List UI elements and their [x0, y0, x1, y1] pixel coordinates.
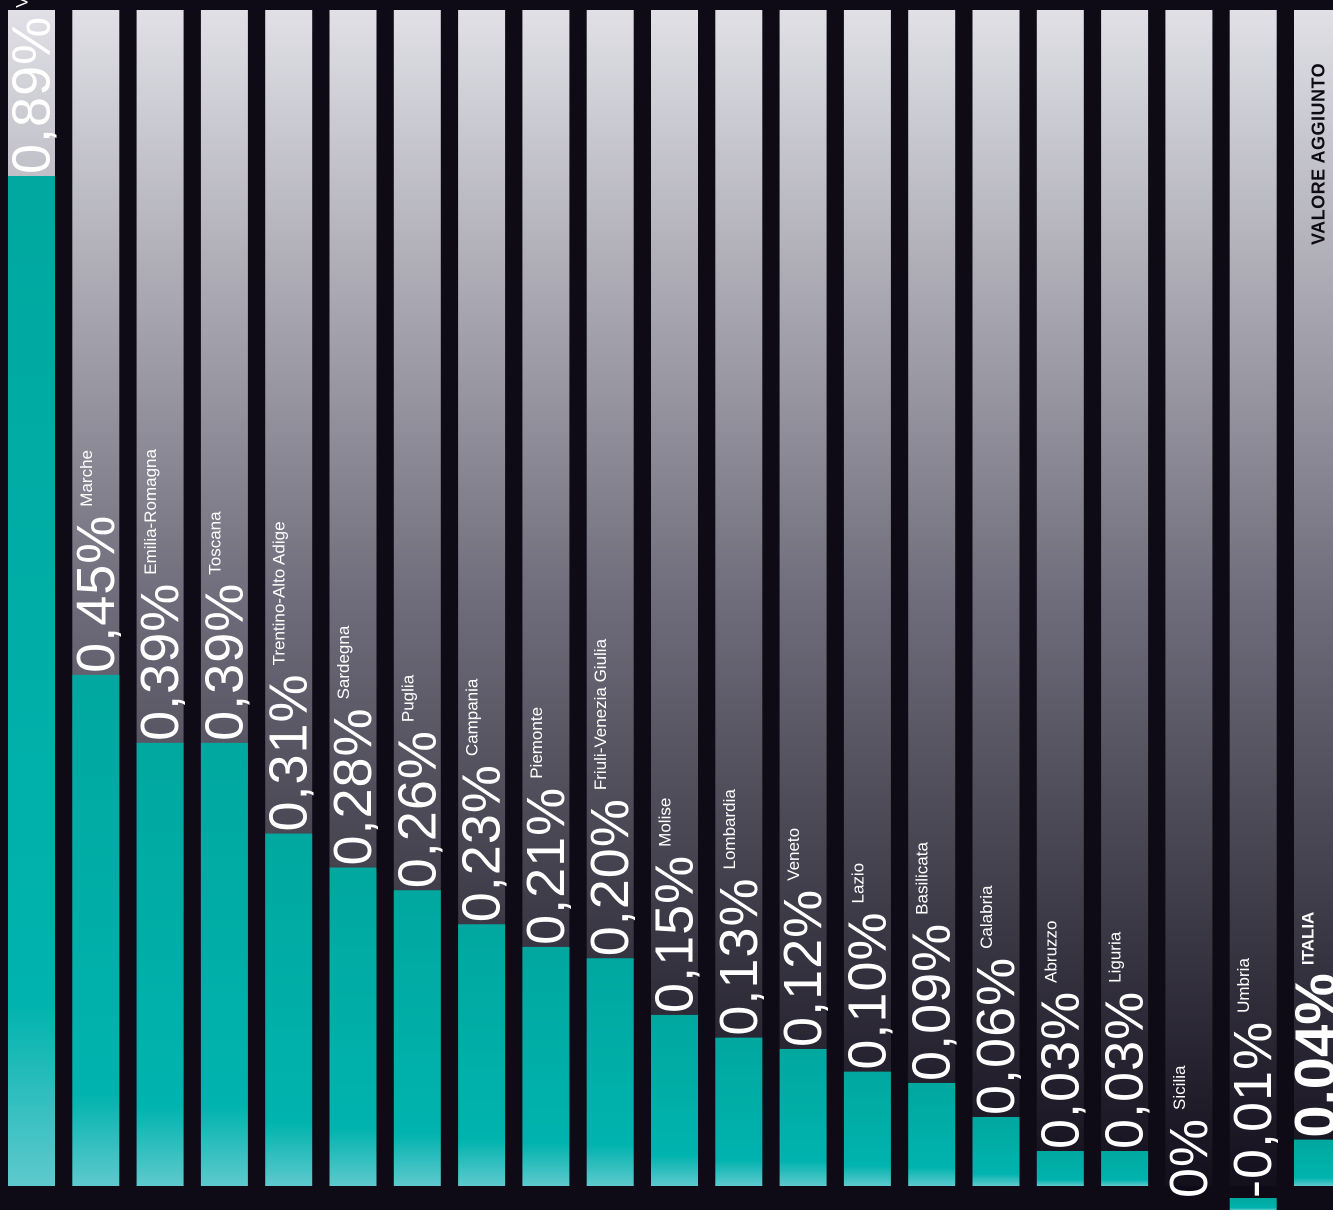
value-label: 0,10%	[837, 912, 897, 1070]
bar-1	[72, 674, 120, 1186]
bar-10	[651, 1014, 698, 1186]
bar-label-10: 0,15% Molise	[645, 798, 705, 1013]
bar-label-20: 0,04% ITALIA	[1284, 912, 1333, 1138]
bar-label-8: 0,21% Piemonte	[516, 707, 576, 945]
category-label: Marche	[77, 450, 96, 507]
bar-12	[779, 1048, 827, 1186]
bar-label-18: 0% Sicilia	[1159, 1065, 1219, 1198]
value-label: 0,21%	[516, 787, 576, 945]
value-label: 0,06%	[966, 957, 1026, 1115]
bar-label-4: 0,31% Trentino-Alto Adige	[259, 521, 319, 831]
bar-label-3: 0,39% Toscana	[194, 511, 254, 741]
bar-label-19: -0,01% Umbria	[1223, 958, 1283, 1198]
category-label: Calabria	[977, 885, 996, 949]
category-label: Emilia-Romagna	[141, 449, 160, 575]
category-label: Sicilia	[1170, 1065, 1189, 1110]
bar-13	[843, 1071, 891, 1186]
bar-label-5: 0,28% Sardegna	[323, 625, 383, 865]
category-label: Molise	[656, 798, 675, 847]
category-label: Sardegna	[334, 625, 353, 699]
bar-14	[908, 1082, 956, 1186]
bar-9	[586, 958, 634, 1186]
category-label: ITALIA	[1299, 912, 1318, 966]
value-label: 0,03%	[1030, 991, 1090, 1149]
category-label: Piemonte	[527, 707, 546, 779]
bar-track	[843, 10, 891, 1186]
bar-track	[1294, 10, 1333, 1186]
category-label: Abruzzo	[1041, 920, 1060, 982]
bar-label-11: 0,13% Lombardia	[709, 789, 769, 1036]
value-label: 0,03%	[1095, 991, 1155, 1149]
category-label: Campania	[463, 678, 482, 756]
bar-11	[715, 1037, 763, 1186]
category-label: Umbria	[1234, 958, 1253, 1013]
value-label: 0,31%	[259, 673, 319, 831]
category-label: Toscana	[205, 511, 224, 575]
value-label: 0,39%	[194, 583, 254, 741]
bar-7	[458, 924, 506, 1186]
category-label: Veneto	[784, 828, 803, 881]
value-label: 0,04%	[1284, 973, 1333, 1137]
bar-label-14: 0,09% Basilicata	[902, 842, 962, 1081]
category-label: Lazio	[848, 863, 867, 904]
value-label: 0,26%	[387, 730, 447, 888]
bar-6	[393, 890, 441, 1186]
bar-label-9: 0,20% Friuli-Venezia Giulia	[580, 638, 640, 956]
bar-2	[136, 742, 184, 1186]
bar-label-13: 0,10% Lazio	[837, 863, 897, 1070]
value-label: 0,09%	[902, 923, 962, 1081]
value-label: 0,28%	[323, 707, 383, 865]
bar-track	[1165, 10, 1213, 1186]
bar-label-0: 0,89% Valle d'Aosta	[2, 0, 62, 174]
value-label: 0,20%	[580, 798, 640, 956]
category-label: Valle d'Aosta	[13, 0, 32, 8]
category-label: Lombardia	[720, 789, 739, 870]
value-label: -0,01%	[1223, 1021, 1283, 1198]
value-label: 0,45%	[66, 515, 126, 673]
bar-5	[329, 867, 377, 1186]
bar-track	[972, 10, 1020, 1186]
category-label: Liguria	[1106, 931, 1125, 983]
category-label: Puglia	[398, 674, 417, 722]
bar-8	[522, 946, 570, 1186]
bar-track	[1036, 10, 1084, 1186]
bar-track	[1229, 10, 1277, 1186]
value-label: 0,12%	[773, 889, 833, 1047]
bar-label-17: 0,03% Liguria	[1095, 931, 1155, 1149]
value-label: 0,39%	[130, 583, 190, 741]
bar-label-12: 0,12% Veneto	[773, 828, 833, 1047]
value-label: 0%	[1159, 1118, 1219, 1198]
bar-17	[1101, 1150, 1149, 1186]
bar-track	[779, 10, 827, 1186]
bar-label-7: 0,23% Campania	[452, 678, 512, 922]
bar-track	[715, 10, 763, 1186]
value-label: 0,89%	[2, 16, 62, 174]
bar-track	[908, 10, 956, 1186]
category-label: Trentino-Alto Adige	[270, 521, 289, 665]
value-label: 0,23%	[452, 764, 512, 922]
bar-20	[1294, 1139, 1333, 1186]
bar-track	[1101, 10, 1149, 1186]
bar-0	[8, 176, 55, 1186]
bar-label-16: 0,03% Abruzzo	[1030, 920, 1090, 1149]
bar-16	[1036, 1150, 1084, 1186]
bar-19	[1229, 1198, 1277, 1210]
value-label: 0,13%	[709, 877, 769, 1035]
bar-4	[265, 833, 313, 1186]
chart-title: VALORE AGGIUNTO	[1309, 63, 1329, 245]
value-label: 0,15%	[645, 855, 705, 1013]
bar-3	[200, 742, 248, 1186]
bar-track	[651, 10, 698, 1186]
bar-label-15: 0,06% Calabria	[966, 885, 1026, 1115]
bar-label-2: 0,39% Emilia-Romagna	[130, 449, 190, 741]
bar-label-6: 0,26% Puglia	[387, 674, 447, 888]
bar-label-1: 0,45% Marche	[66, 450, 126, 673]
bar-15	[972, 1116, 1020, 1186]
category-label: Basilicata	[913, 842, 932, 915]
category-label: Friuli-Venezia Giulia	[591, 638, 610, 790]
